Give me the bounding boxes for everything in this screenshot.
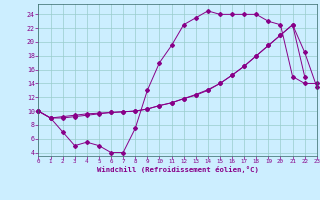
X-axis label: Windchill (Refroidissement éolien,°C): Windchill (Refroidissement éolien,°C): [97, 166, 259, 173]
